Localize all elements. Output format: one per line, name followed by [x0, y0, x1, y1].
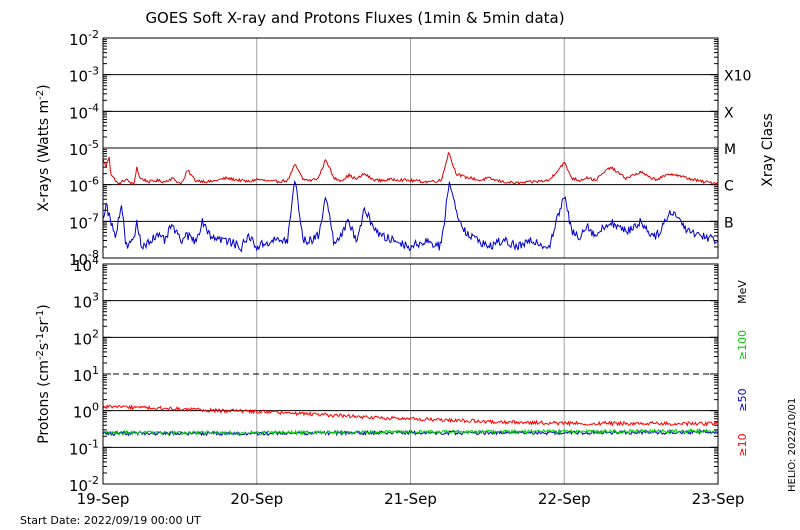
chart-title: GOES Soft X-ray and Protons Fluxes (1min… [145, 9, 564, 27]
x-tick-label: 19-Sep [77, 490, 130, 508]
proton-legend-entry: ≥100 [736, 330, 749, 360]
proton-y-tick-label: 100 [73, 401, 99, 422]
xray-class-label-m: M [724, 142, 736, 158]
proton-y-tick-label: 101 [73, 364, 99, 385]
xray-class-axis-title: Xray Class [760, 113, 776, 187]
xray-y-tick-label: 10-6 [69, 175, 99, 196]
xray-class-label-b: B [724, 215, 734, 231]
start-date-label: Start Date: 2022/09/19 00:00 UT [20, 514, 201, 527]
x-tick-label: 22-Sep [538, 490, 591, 508]
xray-y-tick-label: 10-3 [69, 65, 99, 86]
proton-y-tick-label: 103 [73, 291, 99, 312]
proton-y-tick-label: 10-2 [69, 474, 99, 495]
x-tick-label: 20-Sep [230, 490, 283, 508]
xray-series-xray_long [103, 151, 718, 187]
xray-class-label-x10: X10 [724, 69, 751, 85]
xray-series-xray_short [103, 179, 718, 253]
xray-y-tick-label: 10-2 [69, 28, 99, 49]
xray-y-tick-label: 10-7 [69, 211, 99, 232]
proton-y-tick-label: 10-1 [69, 437, 99, 458]
proton-series-p100 [103, 427, 718, 436]
proton-y-tick-label: 104 [73, 254, 99, 275]
proton-series-p10 [103, 403, 718, 427]
xray-class-label-x: X [724, 105, 734, 121]
proton-y-axis-title: Protons (cm-2s-1sr-1) [35, 304, 53, 443]
helio-stamp: HELIO: 2022/10/01 [787, 398, 798, 492]
proton-legend-entry: ≥50 [736, 388, 749, 411]
xray-y-tick-label: 10-4 [69, 101, 99, 122]
proton-legend-entry: MeV [736, 280, 749, 304]
xray-y-tick-label: 10-8 [69, 248, 99, 269]
xray-frame [102, 37, 719, 259]
x-tick-label: 21-Sep [384, 490, 437, 508]
x-tick-label: 23-Sep [692, 490, 745, 508]
proton-y-tick-label: 102 [73, 327, 99, 348]
proton-frame [102, 263, 719, 485]
xray-y-axis-title: X-rays (Watts m-2) [35, 84, 53, 211]
proton-legend-entry: ≥10 [736, 433, 749, 456]
xray-class-label-c: C [724, 179, 734, 195]
xray-y-tick-label: 10-5 [69, 138, 99, 159]
